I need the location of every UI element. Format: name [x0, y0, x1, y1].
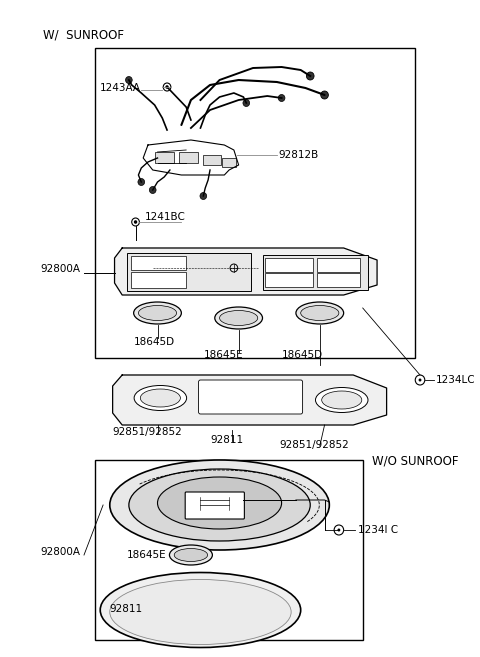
Text: 18645E: 18645E	[204, 350, 243, 360]
Text: 92811: 92811	[110, 604, 143, 614]
Polygon shape	[113, 375, 386, 425]
Bar	[222, 158, 236, 167]
Text: 92812B: 92812B	[279, 150, 319, 160]
Circle shape	[165, 85, 169, 89]
Text: 92811: 92811	[210, 435, 243, 445]
Circle shape	[321, 91, 328, 99]
Circle shape	[126, 76, 132, 83]
Text: W/O SUNROOF: W/O SUNROOF	[372, 455, 459, 468]
Text: 92851/92852: 92851/92852	[280, 440, 349, 450]
Bar	[131, 272, 186, 288]
Text: W/  SUNROOF: W/ SUNROOF	[43, 28, 124, 41]
Ellipse shape	[296, 302, 344, 324]
Ellipse shape	[129, 469, 310, 541]
Bar	[265, 273, 313, 287]
Text: 1241BC: 1241BC	[145, 212, 186, 222]
Bar	[317, 273, 360, 287]
Bar	[127, 253, 251, 291]
Ellipse shape	[219, 311, 258, 325]
Bar	[96, 48, 415, 358]
Circle shape	[337, 528, 340, 532]
Ellipse shape	[140, 389, 180, 407]
Text: 1243AA: 1243AA	[100, 83, 141, 93]
Text: 18645D: 18645D	[282, 350, 323, 360]
Ellipse shape	[322, 391, 362, 409]
Text: 18645D: 18645D	[133, 337, 175, 347]
Bar	[131, 256, 186, 270]
Circle shape	[134, 220, 137, 224]
Circle shape	[419, 378, 421, 382]
Text: 18645E: 18645E	[127, 550, 167, 560]
Bar	[265, 258, 313, 272]
Text: 1234I C: 1234I C	[358, 525, 398, 535]
Ellipse shape	[215, 307, 263, 329]
Ellipse shape	[134, 386, 187, 411]
Ellipse shape	[300, 306, 339, 321]
Ellipse shape	[174, 549, 208, 562]
Bar	[179, 152, 198, 163]
Bar	[263, 255, 368, 290]
Ellipse shape	[100, 572, 300, 648]
Circle shape	[138, 179, 144, 185]
Text: 92800A: 92800A	[40, 547, 80, 557]
Bar	[96, 460, 363, 640]
FancyBboxPatch shape	[199, 380, 302, 414]
Text: 92800A: 92800A	[40, 264, 80, 274]
Bar	[317, 258, 360, 272]
Ellipse shape	[138, 306, 177, 321]
Ellipse shape	[110, 579, 291, 645]
Text: 92851/92852: 92851/92852	[113, 427, 182, 437]
Circle shape	[306, 72, 314, 80]
Circle shape	[200, 193, 207, 200]
FancyBboxPatch shape	[185, 492, 244, 519]
Bar	[204, 155, 220, 165]
Ellipse shape	[110, 460, 329, 550]
Circle shape	[149, 187, 156, 194]
Ellipse shape	[315, 388, 368, 413]
Bar	[155, 152, 174, 163]
Ellipse shape	[133, 302, 181, 324]
Ellipse shape	[169, 545, 212, 565]
Ellipse shape	[157, 477, 282, 529]
Circle shape	[278, 95, 285, 101]
Polygon shape	[115, 248, 377, 295]
Text: 1234LC: 1234LC	[436, 375, 476, 385]
Circle shape	[243, 99, 250, 106]
